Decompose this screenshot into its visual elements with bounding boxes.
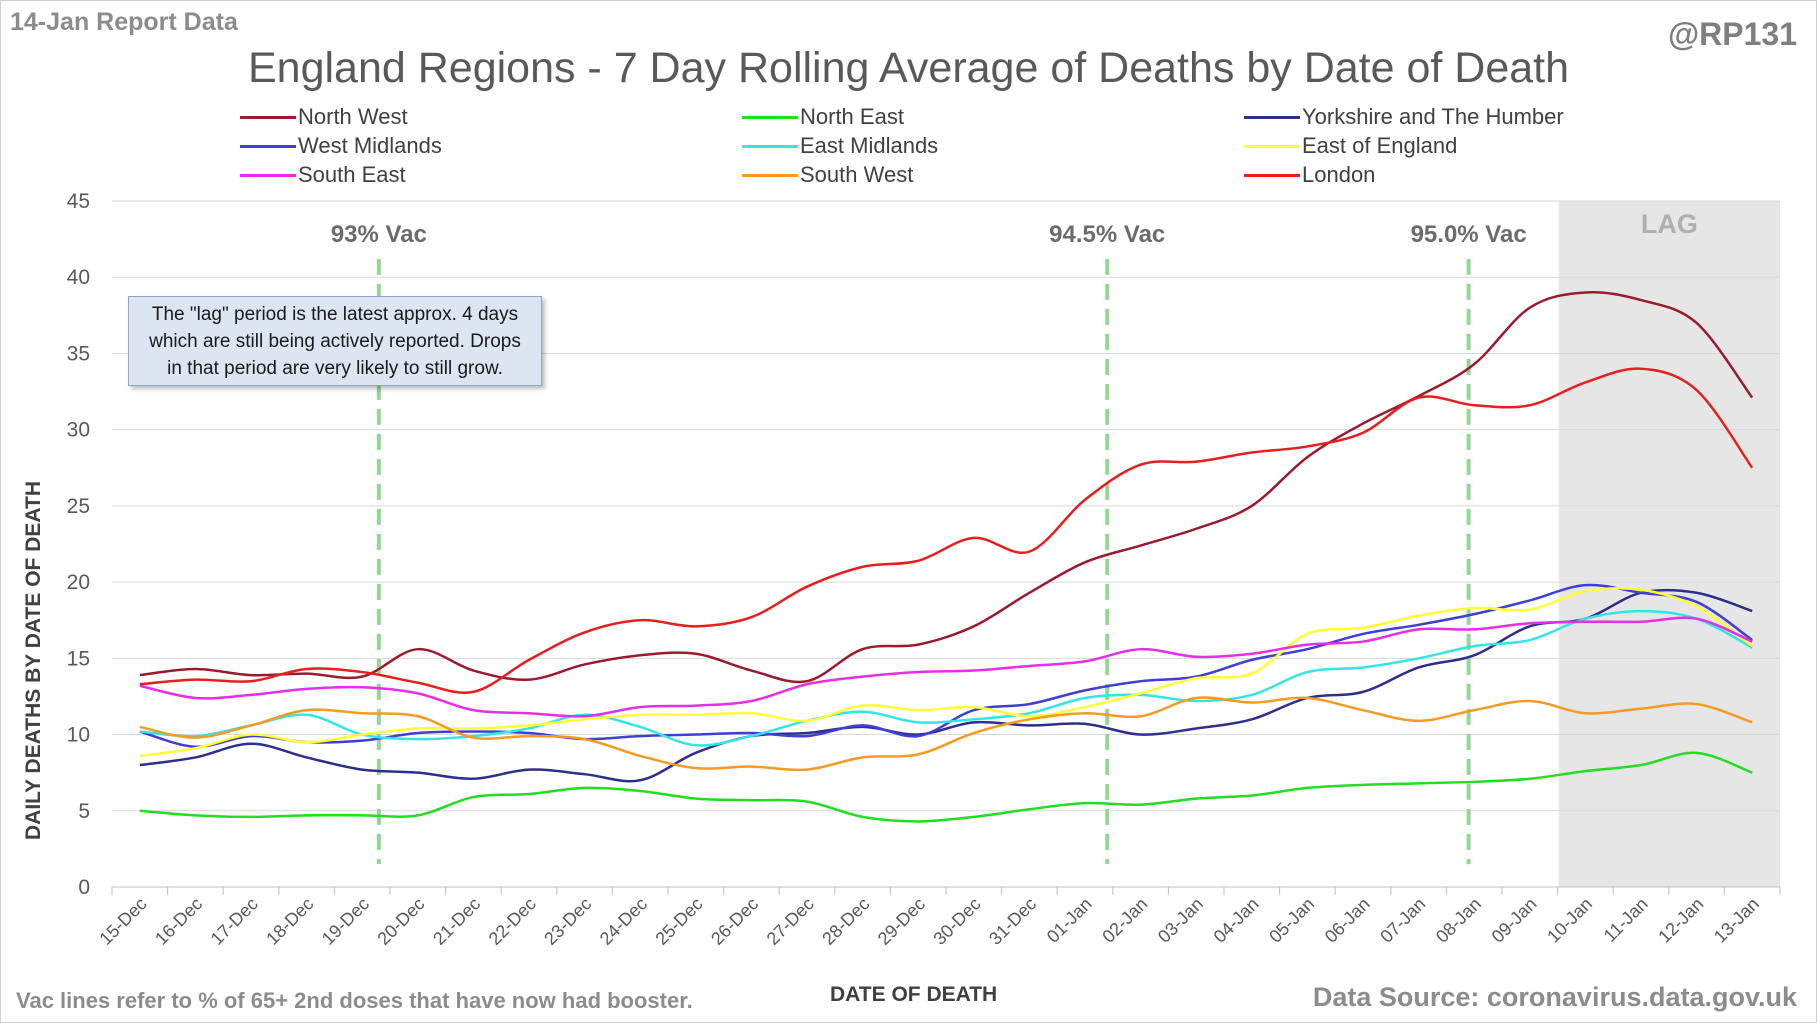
x-tick-label: 03-Jan — [1154, 894, 1207, 947]
data-source: Data Source: coronavirus.data.gov.uk — [1312, 982, 1797, 1012]
legend-swatch — [240, 144, 296, 148]
x-tick-label: 10-Jan — [1543, 894, 1596, 947]
x-tick-label: 19-Dec — [318, 894, 373, 949]
x-tick-label: 21-Dec — [429, 894, 484, 949]
y-tick-label: 20 — [67, 571, 90, 594]
legend-item: London — [1244, 162, 1375, 188]
x-tick-label: 06-Jan — [1321, 894, 1374, 947]
x-tick-label: 15-Dec — [95, 894, 150, 949]
legend-label: Yorkshire and The Humber — [1302, 104, 1564, 129]
y-tick-label: 15 — [67, 647, 90, 670]
legend-swatch — [742, 173, 798, 177]
legend-swatch — [240, 115, 296, 119]
x-tick-label: 04-Jan — [1210, 894, 1263, 947]
lag-annotation-line-2: which are still being actively reported.… — [149, 331, 521, 352]
y-tick-label: 0 — [78, 876, 90, 899]
x-tick-label: 01-Jan — [1043, 894, 1096, 947]
x-tick-label: 31-Dec — [985, 894, 1040, 949]
series-line-south-east — [139, 616, 1753, 718]
y-tick-label: 45 — [67, 190, 90, 213]
legend-swatch — [1244, 144, 1300, 148]
legend-label: East Midlands — [800, 133, 939, 158]
legend-swatch — [742, 115, 798, 119]
legend-item: South East — [240, 162, 406, 188]
x-tick-label: 22-Dec — [485, 894, 540, 949]
x-tick-label: 09-Jan — [1488, 894, 1541, 947]
lag-annotation-box: The "lag" period is the latest approx. 4… — [128, 296, 542, 386]
legend-label: West Midlands — [298, 133, 442, 158]
series-line-east-midlands — [139, 609, 1753, 747]
legend-swatch — [742, 144, 798, 148]
vac-footnote: Vac lines refer to % of 65+ 2nd doses th… — [16, 988, 693, 1013]
x-tick-label: 30-Dec — [929, 894, 984, 949]
vac-label: 93% Vac — [331, 221, 427, 248]
x-tick-label: 08-Jan — [1432, 894, 1485, 947]
x-tick-label: 28-Dec — [818, 894, 873, 949]
legend-item: North West — [240, 104, 408, 130]
x-tick-label: 17-Dec — [207, 894, 262, 949]
vac-label: 95.0% Vac — [1411, 221, 1527, 248]
series-line-east-of-england — [139, 586, 1753, 758]
x-tick-label: 11-Jan — [1600, 894, 1652, 946]
series-line-south-west — [139, 696, 1753, 772]
x-tick-label: 20-Dec — [373, 894, 428, 949]
x-tick-label: 07-Jan — [1376, 894, 1429, 947]
x-tick-label: 13-Jan — [1710, 894, 1763, 947]
y-axis-label: DAILY DEATHS BY DATE OF DEATH — [22, 481, 45, 840]
legend-label: North East — [800, 104, 904, 129]
report-date-label: 14-Jan Report Data — [10, 8, 238, 36]
x-tick-label: 26-Dec — [707, 894, 762, 949]
legend-swatch — [1244, 115, 1300, 119]
x-tick-label: 25-Dec — [651, 894, 706, 949]
legend-item: South West — [742, 162, 913, 188]
lag-region — [1558, 201, 1780, 887]
x-tick-label: 02-Jan — [1098, 894, 1151, 947]
y-tick-label: 35 — [67, 342, 90, 365]
y-tick-label: 5 — [78, 800, 90, 823]
legend-swatch — [1244, 173, 1300, 177]
x-tick-label: 27-Dec — [763, 894, 818, 949]
x-tick-label: 16-Dec — [151, 894, 206, 949]
legend-item: Yorkshire and The Humber — [1244, 104, 1564, 130]
legend-item: West Midlands — [240, 133, 442, 159]
x-tick-label: 18-Dec — [262, 894, 317, 949]
chart-title: England Regions - 7 Day Rolling Average … — [247, 44, 1570, 92]
lag-annotation-line-1: The "lag" period is the latest approx. 4… — [151, 304, 519, 325]
x-axis-label: DATE OF DEATH — [830, 983, 998, 1006]
x-tick-label: 05-Jan — [1265, 894, 1318, 947]
legend-item: North East — [742, 104, 904, 130]
legend-label: North West — [298, 104, 408, 129]
author-handle: @RP131 — [1667, 16, 1797, 52]
legend-swatch — [240, 173, 296, 177]
lag-annotation-line-3: in that period are very likely to still … — [167, 358, 503, 379]
series-line-north-west — [139, 290, 1754, 684]
x-tick-label: 12-Jan — [1654, 894, 1707, 947]
y-tick-label: 25 — [67, 495, 90, 518]
legend-label: London — [1302, 162, 1376, 187]
y-tick-label: 10 — [67, 724, 90, 747]
x-tick-label: 24-Dec — [596, 894, 651, 949]
vac-label: 94.5% Vac — [1049, 221, 1165, 248]
legend-label: South West — [800, 162, 914, 187]
lag-label: LAG — [1641, 209, 1698, 239]
y-tick-label: 30 — [67, 419, 90, 442]
y-tick-label: 40 — [67, 266, 90, 289]
series-line-london — [139, 367, 1754, 694]
series-line-yorkshire-and-the-humber — [139, 588, 1753, 783]
legend-label: East of England — [1302, 133, 1458, 158]
legend-label: South East — [298, 162, 406, 187]
legend-item: East Midlands — [742, 133, 938, 159]
legend-item: East of England — [1244, 133, 1457, 159]
x-tick-label: 29-Dec — [874, 894, 929, 949]
x-tick-label: 23-Dec — [540, 894, 595, 949]
series-line-north-east — [139, 751, 1753, 823]
